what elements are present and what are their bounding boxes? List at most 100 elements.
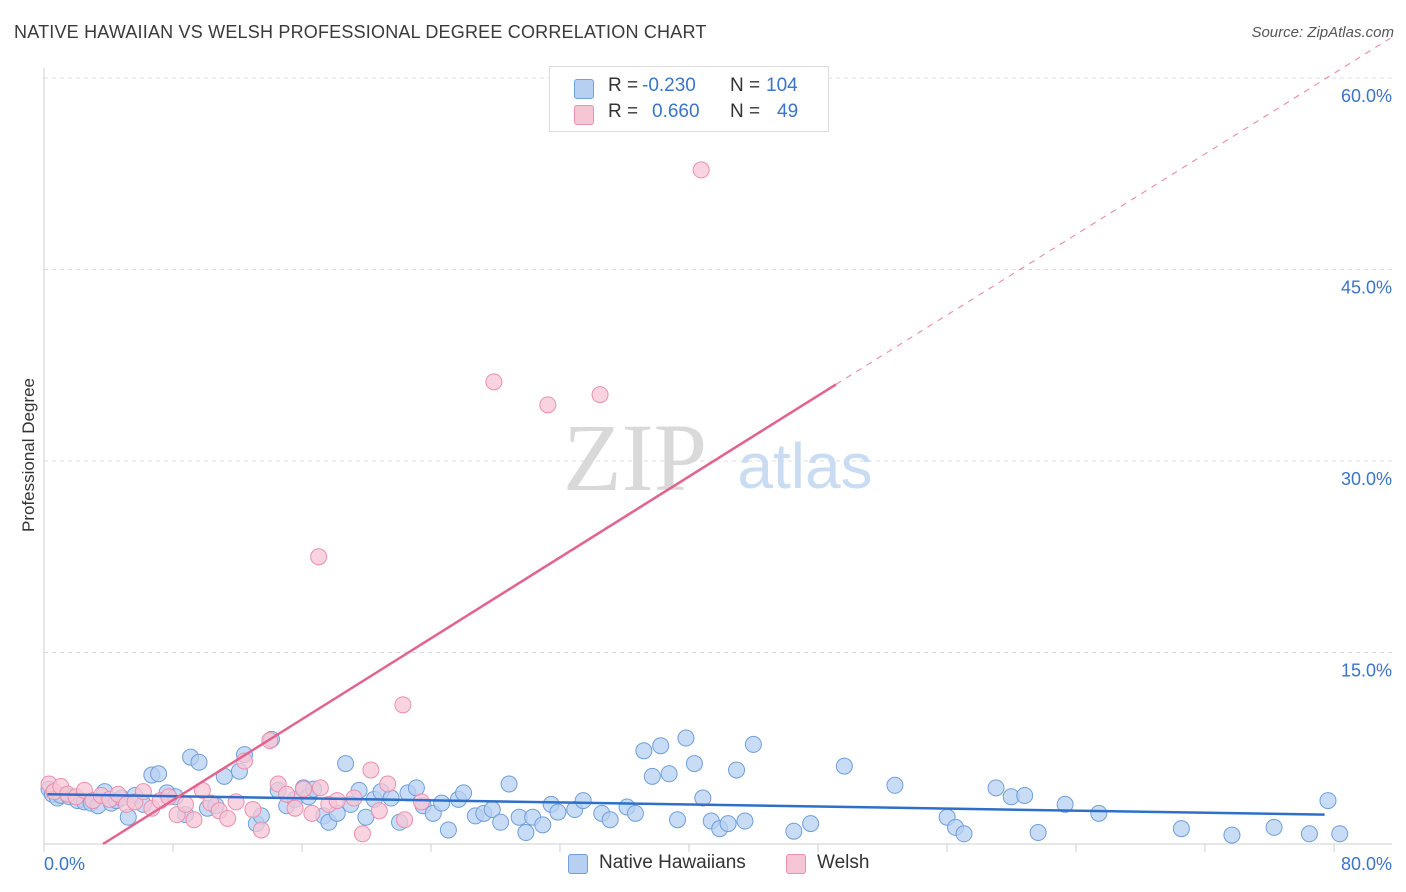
native-hawaiian-point	[1090, 804, 1108, 822]
chart-source: Source: ZipAtlas.com	[1251, 24, 1394, 41]
native-hawaiian-point	[652, 737, 670, 755]
watermark: ZIP atlas	[563, 404, 873, 511]
welsh-point	[394, 696, 412, 714]
native-hawaiian-point	[439, 821, 457, 839]
y-tick-label: 45.0%	[1341, 278, 1392, 298]
native-hawaiian-point	[669, 811, 687, 829]
welsh-point	[303, 804, 321, 822]
legend-swatch-blue	[574, 79, 594, 99]
native-hawaiian-point	[534, 816, 552, 834]
x-tick-label-min: 0.0%	[44, 854, 85, 874]
native-hawaiian-point	[955, 825, 973, 843]
native-hawaiian-point	[1016, 786, 1034, 804]
native-hawaiian-point	[677, 729, 695, 747]
native-hawaiian-point	[643, 767, 661, 785]
watermark-zip: ZIP	[563, 404, 707, 511]
legend-r-label: R =	[608, 75, 639, 96]
native-hawaiian-point	[601, 811, 619, 829]
y-tick-label: 60.0%	[1341, 86, 1392, 106]
welsh-point	[244, 801, 262, 819]
native-hawaiian-point	[190, 753, 208, 771]
native-hawaiian-point	[886, 776, 904, 794]
welsh-point	[370, 802, 388, 820]
legend-r-label: R =	[608, 101, 639, 122]
bottom-legend-swatch-pink	[786, 854, 806, 874]
native-hawaiian-point	[574, 792, 592, 810]
native-hawaiian-point	[1056, 795, 1074, 813]
chart-title: NATIVE HAWAIIAN VS WELSH PROFESSIONAL DE…	[14, 22, 707, 42]
native-hawaiian-point	[719, 815, 737, 833]
bottom-legend-label: Native Hawaiians	[599, 852, 746, 873]
legend-n-label: N =	[730, 75, 761, 96]
welsh-trendline-extension	[835, 36, 1393, 385]
native-hawaiian-point	[744, 735, 762, 753]
native-hawaiian-point	[802, 815, 820, 833]
y-tick-label: 15.0%	[1341, 661, 1392, 681]
welsh-point	[591, 386, 609, 404]
native-hawaiian-point	[987, 779, 1005, 797]
welsh-point	[278, 785, 296, 803]
native-hawaiian-point	[492, 813, 510, 831]
welsh-point	[353, 825, 371, 843]
native-hawaiian-point	[785, 822, 803, 840]
native-hawaiian-point	[736, 812, 754, 830]
welsh-point	[692, 161, 710, 179]
native-hawaiian-point	[1319, 792, 1337, 810]
native-hawaiian-point	[1331, 825, 1349, 843]
native-hawaiian-point	[1172, 820, 1190, 838]
welsh-point	[219, 809, 237, 827]
native-hawaiian-point	[382, 789, 400, 807]
welsh-point	[328, 792, 346, 810]
welsh-point	[134, 783, 152, 801]
native-hawaiian-point	[626, 804, 644, 822]
native-hawaiian-point	[728, 761, 746, 779]
y-axis-label: Professional Degree	[19, 378, 38, 532]
native-hawaiian-trendline	[47, 792, 1325, 816]
native-hawaiian-point	[694, 789, 712, 807]
welsh-point	[310, 548, 328, 566]
native-hawaiian-point	[1029, 824, 1047, 842]
welsh-point	[311, 779, 329, 797]
welsh-point	[252, 821, 270, 839]
native-hawaiian-point	[337, 755, 355, 773]
welsh-trendline	[102, 383, 837, 846]
grid-layer	[44, 77, 1392, 653]
native-hawaiian-point	[685, 755, 703, 773]
bottom-legend-swatch-blue	[568, 854, 588, 874]
watermark-atlas: atlas	[737, 430, 872, 502]
native-hawaiian-point	[517, 824, 535, 842]
welsh-point	[177, 795, 195, 813]
bottom-legend-label: Welsh	[817, 852, 870, 873]
welsh-point	[396, 811, 414, 829]
legend-r-value: 0.660	[652, 101, 700, 122]
native-hawaiian-point	[1223, 826, 1241, 844]
legend-swatch-pink	[574, 105, 594, 125]
native-hawaiian-point	[500, 775, 518, 793]
y-tick-label: 30.0%	[1341, 469, 1392, 489]
native-hawaiian-point	[835, 757, 853, 775]
welsh-point	[286, 799, 304, 817]
correlation-legend: R = -0.230 N = 104 R = 0.660 N = 49	[549, 66, 829, 132]
trend-layer	[47, 36, 1393, 846]
native-hawaiian-point	[1300, 825, 1318, 843]
welsh-point	[379, 775, 397, 793]
legend-n-label: N =	[730, 101, 761, 122]
welsh-point	[412, 793, 430, 811]
x-tick-label-max: 80.0%	[1341, 854, 1392, 874]
welsh-point	[294, 780, 312, 798]
welsh-point	[485, 373, 503, 391]
welsh-point	[539, 396, 557, 414]
native-hawaiian-point	[635, 742, 653, 760]
welsh-point	[185, 811, 203, 829]
legend-r-value: -0.230	[642, 75, 696, 96]
native-hawaiian-point	[549, 803, 567, 821]
native-hawaiian-point	[433, 794, 451, 812]
native-hawaiian-point	[660, 765, 678, 783]
native-hawaiian-point	[150, 765, 168, 783]
axis-layer: 15.0% 30.0% 45.0% 60.0%	[43, 68, 1392, 852]
legend-n-value: 49	[777, 101, 799, 122]
legend-n-value: 104	[766, 75, 798, 96]
native-hawaiian-point	[455, 784, 473, 802]
welsh-point	[362, 761, 380, 779]
